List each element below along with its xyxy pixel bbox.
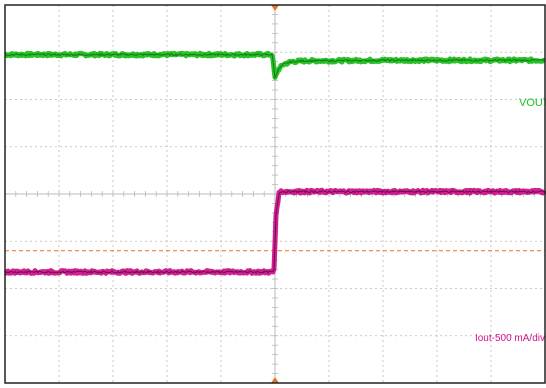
trigger-marker-bottom: [271, 377, 279, 383]
traces: [3, 50, 546, 276]
vout-trace-core: [4, 52, 546, 80]
markers: [271, 5, 279, 383]
trigger-marker-top: [271, 5, 279, 11]
iout-trace-core: [4, 189, 546, 274]
vout-label: VOUT: [519, 97, 546, 109]
iout-label: Iout-500 mA/div: [475, 333, 545, 344]
screen-frame: [4, 4, 546, 384]
